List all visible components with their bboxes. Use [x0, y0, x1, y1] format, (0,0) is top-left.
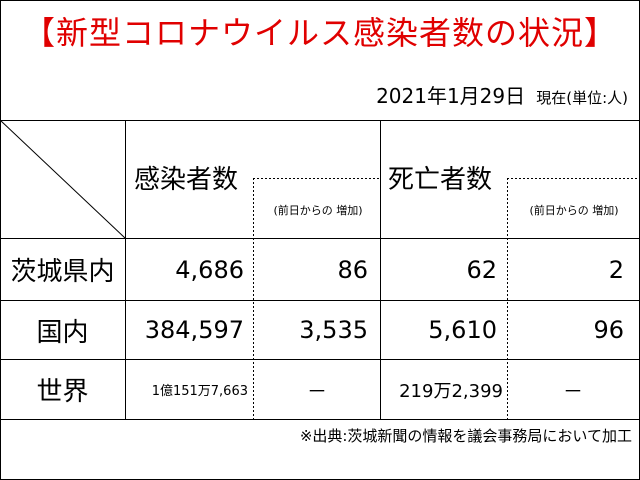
- diagonal-line: [0, 119, 126, 239]
- date-line: 2021年1月29日 現在(単位:人): [376, 80, 628, 109]
- cell-infected: 1億151万7,663: [151, 384, 248, 399]
- report-date: 2021年1月29日: [376, 84, 526, 108]
- row-label-world: 世界: [36, 377, 89, 407]
- header-infected-change: (前日からの 増加): [273, 204, 363, 217]
- row-label-ibaraki: 茨城県内: [10, 257, 115, 287]
- unit-note: 現在(単位:人): [536, 89, 628, 107]
- cell-infected: 384,597: [144, 316, 244, 344]
- cell-deaths: 219万2,399: [399, 380, 503, 402]
- cell-infected-change: －: [307, 379, 327, 403]
- cell-deaths-change: 96: [593, 316, 624, 344]
- header-deaths: 死亡者数: [388, 164, 493, 195]
- cell-infected-change: 86: [337, 255, 368, 284]
- header-deaths-change: (前日からの 増加): [529, 204, 619, 217]
- cell-infected-change: 3,535: [299, 316, 368, 344]
- source-note: ※出典:茨城新聞の情報を議会事務局において加工: [299, 427, 632, 445]
- page-title: 【新型コロナウイルス感染者数の状況】: [22, 14, 617, 52]
- cell-deaths: 62: [466, 255, 497, 284]
- cell-deaths: 5,610: [428, 316, 497, 344]
- cell-deaths-change: －: [563, 379, 583, 403]
- cell-deaths-change: 2: [608, 255, 624, 284]
- header-infected: 感染者数: [134, 164, 239, 195]
- row-label-japan: 国内: [36, 317, 89, 348]
- cell-infected: 4,686: [175, 255, 244, 284]
